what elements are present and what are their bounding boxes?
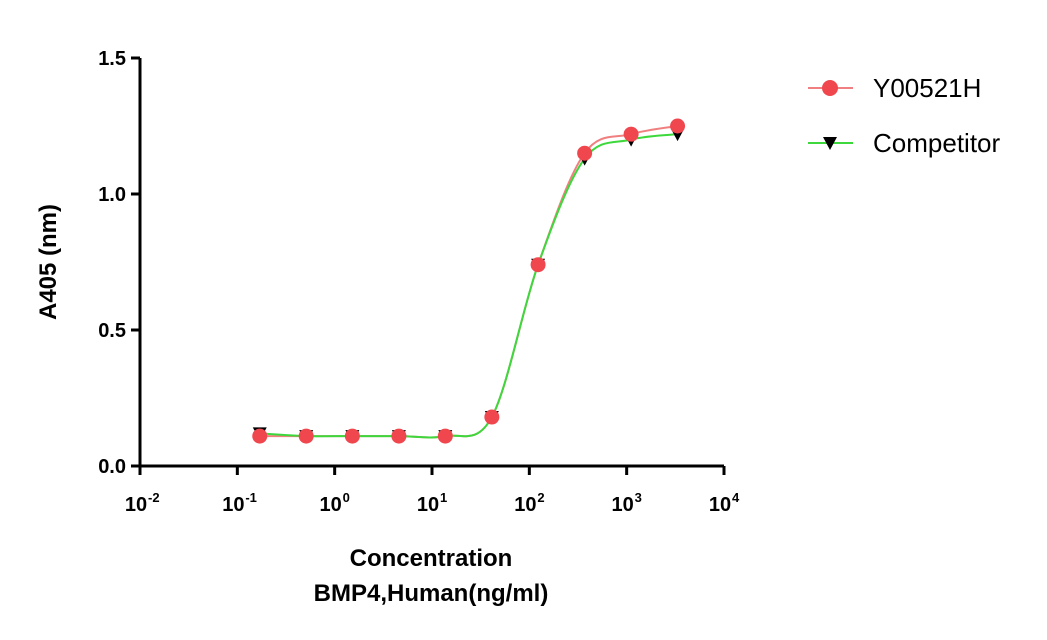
y-tick-label: 0.5 (98, 320, 126, 342)
x-tick-exponent: 3 (635, 490, 642, 505)
x-tick-exponent: -1 (245, 490, 257, 505)
x-axis-subtitle: BMP4,Human(ng/ml) (314, 580, 549, 607)
y-tick-label: 1.5 (98, 48, 126, 70)
data-point (484, 409, 500, 425)
series-curve (259, 133, 678, 439)
data-point (344, 428, 360, 444)
x-tick-exponent: 1 (440, 490, 447, 505)
x-tick-label: 10 (320, 494, 342, 516)
legend-label: Competitor (873, 128, 1000, 158)
y-tick-label: 0.0 (98, 456, 126, 478)
x-tick-exponent: -2 (148, 490, 160, 505)
x-tick-exponent: 2 (537, 490, 544, 505)
data-point (252, 428, 268, 444)
legend-marker-triangle-icon (823, 137, 837, 150)
data-point (437, 428, 453, 444)
data-point (530, 257, 546, 273)
data-point (577, 145, 593, 161)
x-tick-label: 10 (612, 494, 634, 516)
data-point (670, 118, 686, 134)
y-axis-title: A405 (nm) (35, 204, 62, 320)
x-tick-label: 10 (125, 494, 147, 516)
data-point (623, 126, 639, 142)
x-tick-label: 10 (417, 494, 439, 516)
x-tick-exponent: 0 (343, 490, 350, 505)
y-tick-label: 1.0 (98, 184, 126, 206)
legend-label: Y00521H (873, 73, 981, 103)
x-tick-label: 10 (222, 494, 244, 516)
x-tick-label: 10 (709, 494, 731, 516)
series-curve (259, 125, 678, 439)
data-point (298, 428, 314, 444)
x-tick-exponent: 4 (732, 490, 740, 505)
legend: Y00521H Competitor (808, 73, 1000, 158)
x-tick-label: 10 (514, 494, 536, 516)
data-point (391, 428, 407, 444)
legend-marker-circle-icon (822, 80, 838, 96)
x-axis-title: Concentration (350, 545, 513, 572)
